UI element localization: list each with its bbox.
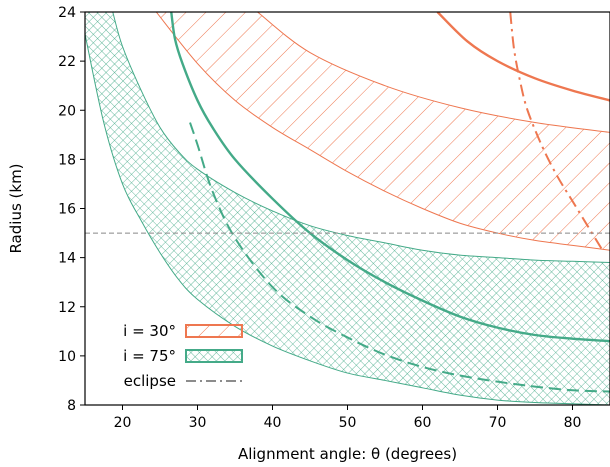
x-tick-label: 70 [489, 415, 507, 431]
band-i30 [156, 12, 610, 251]
y-tick-label: 8 [67, 398, 76, 414]
center-line-i30 [436, 12, 610, 102]
axes: 20 30 40 50 60 70 80 8 10 12 14 16 18 20 22 24 [58, 5, 610, 431]
legend-label: i = 30° [123, 322, 176, 340]
x-tick-label: 50 [339, 415, 357, 431]
band-i75-lower-edge [85, 34, 610, 405]
y-tick-label: 18 [58, 152, 76, 168]
y-tick-label: 12 [58, 300, 76, 316]
x-tick-label: 80 [564, 415, 582, 431]
y-tick-label: 16 [58, 202, 76, 218]
plot-area [85, 12, 610, 405]
legend: i = 30° i = 75° eclipse [123, 322, 243, 390]
y-axis-label: Radius (km) [7, 163, 25, 253]
band-i30-upper-edge [257, 12, 610, 133]
y-tick-label: 10 [58, 349, 76, 365]
band-i75-upper-edge [112, 12, 610, 264]
eclipse-line-i30 [509, 12, 604, 251]
y-tick-label: 20 [58, 103, 76, 119]
y-tick-label: 22 [58, 54, 76, 70]
x-tick-label: 30 [189, 415, 207, 431]
lines [170, 12, 610, 393]
eclipse-line-i75 [189, 122, 610, 393]
legend-swatch-i30 [185, 324, 243, 338]
legend-swatch-i75 [185, 349, 243, 363]
y-tick-label: 24 [58, 5, 76, 21]
x-tick-label: 20 [114, 415, 132, 431]
x-tick-label: 60 [414, 415, 432, 431]
legend-label: i = 75° [123, 347, 176, 365]
band-i75 [85, 12, 610, 405]
x-axis-label: Alignment angle: θ (degrees) [238, 445, 457, 463]
bands [85, 12, 610, 405]
y-tick-label: 14 [58, 251, 76, 267]
band-i30-lower-edge [155, 12, 610, 251]
legend-label: eclipse [124, 372, 176, 390]
center-line-i75 [170, 12, 610, 343]
x-tick-label: 40 [264, 415, 282, 431]
